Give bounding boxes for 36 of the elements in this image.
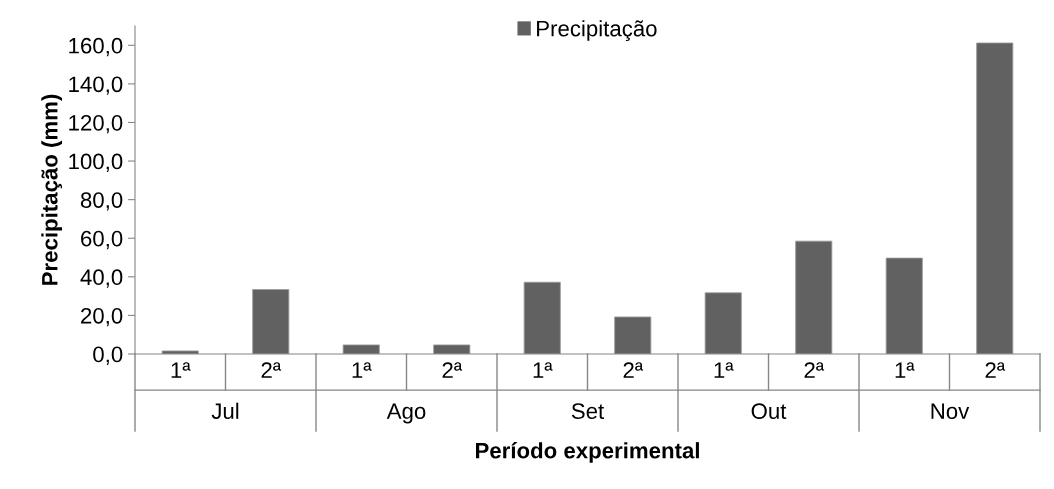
bar <box>885 257 923 354</box>
y-tick-label: 80,0 <box>80 192 123 211</box>
text: Ago <box>386 403 426 424</box>
y-tick-label: 40,0 <box>80 269 123 288</box>
bar <box>433 344 471 354</box>
x-tick-label: 1ª <box>352 362 372 378</box>
y-tick-label: 60,0 <box>81 230 123 250</box>
x-tick-label: 2ª <box>623 362 644 378</box>
text: Set <box>571 403 605 420</box>
text: Jul <box>211 402 239 420</box>
bar <box>252 289 290 354</box>
y-tick-label: 100,0 <box>69 153 123 172</box>
text: Nov <box>931 403 970 420</box>
x-tick-label: 2ª <box>985 362 1006 378</box>
x-tick-label: 2ª <box>442 362 463 378</box>
text: Out <box>751 403 787 420</box>
bar <box>342 344 380 354</box>
y-tick-label: 140,0 <box>69 76 123 95</box>
y-axis-title: Precipitação (mm) <box>41 94 63 285</box>
x-tick-label: 1ª <box>171 362 191 378</box>
x-tick-label: 2ª <box>261 362 282 378</box>
bar <box>704 292 742 354</box>
bar <box>614 316 652 354</box>
legend-label: Precipitação <box>537 20 657 41</box>
x-axis-title: Período experimental <box>475 441 699 463</box>
y-tick-label: 160,0 <box>69 37 123 57</box>
y-tick-label: 20,0 <box>81 307 123 327</box>
bar <box>523 281 561 354</box>
x-tick-label: 1ª <box>714 362 734 378</box>
y-tick-label: 120,0 <box>69 115 123 134</box>
bar <box>795 240 833 354</box>
x-tick-label: 1ª <box>533 362 553 378</box>
x-tick-label: 1ª <box>895 362 915 378</box>
bar <box>976 42 1014 354</box>
x-tick-label: 2ª <box>804 362 825 378</box>
y-tick-label: 0,0 <box>93 346 123 365</box>
